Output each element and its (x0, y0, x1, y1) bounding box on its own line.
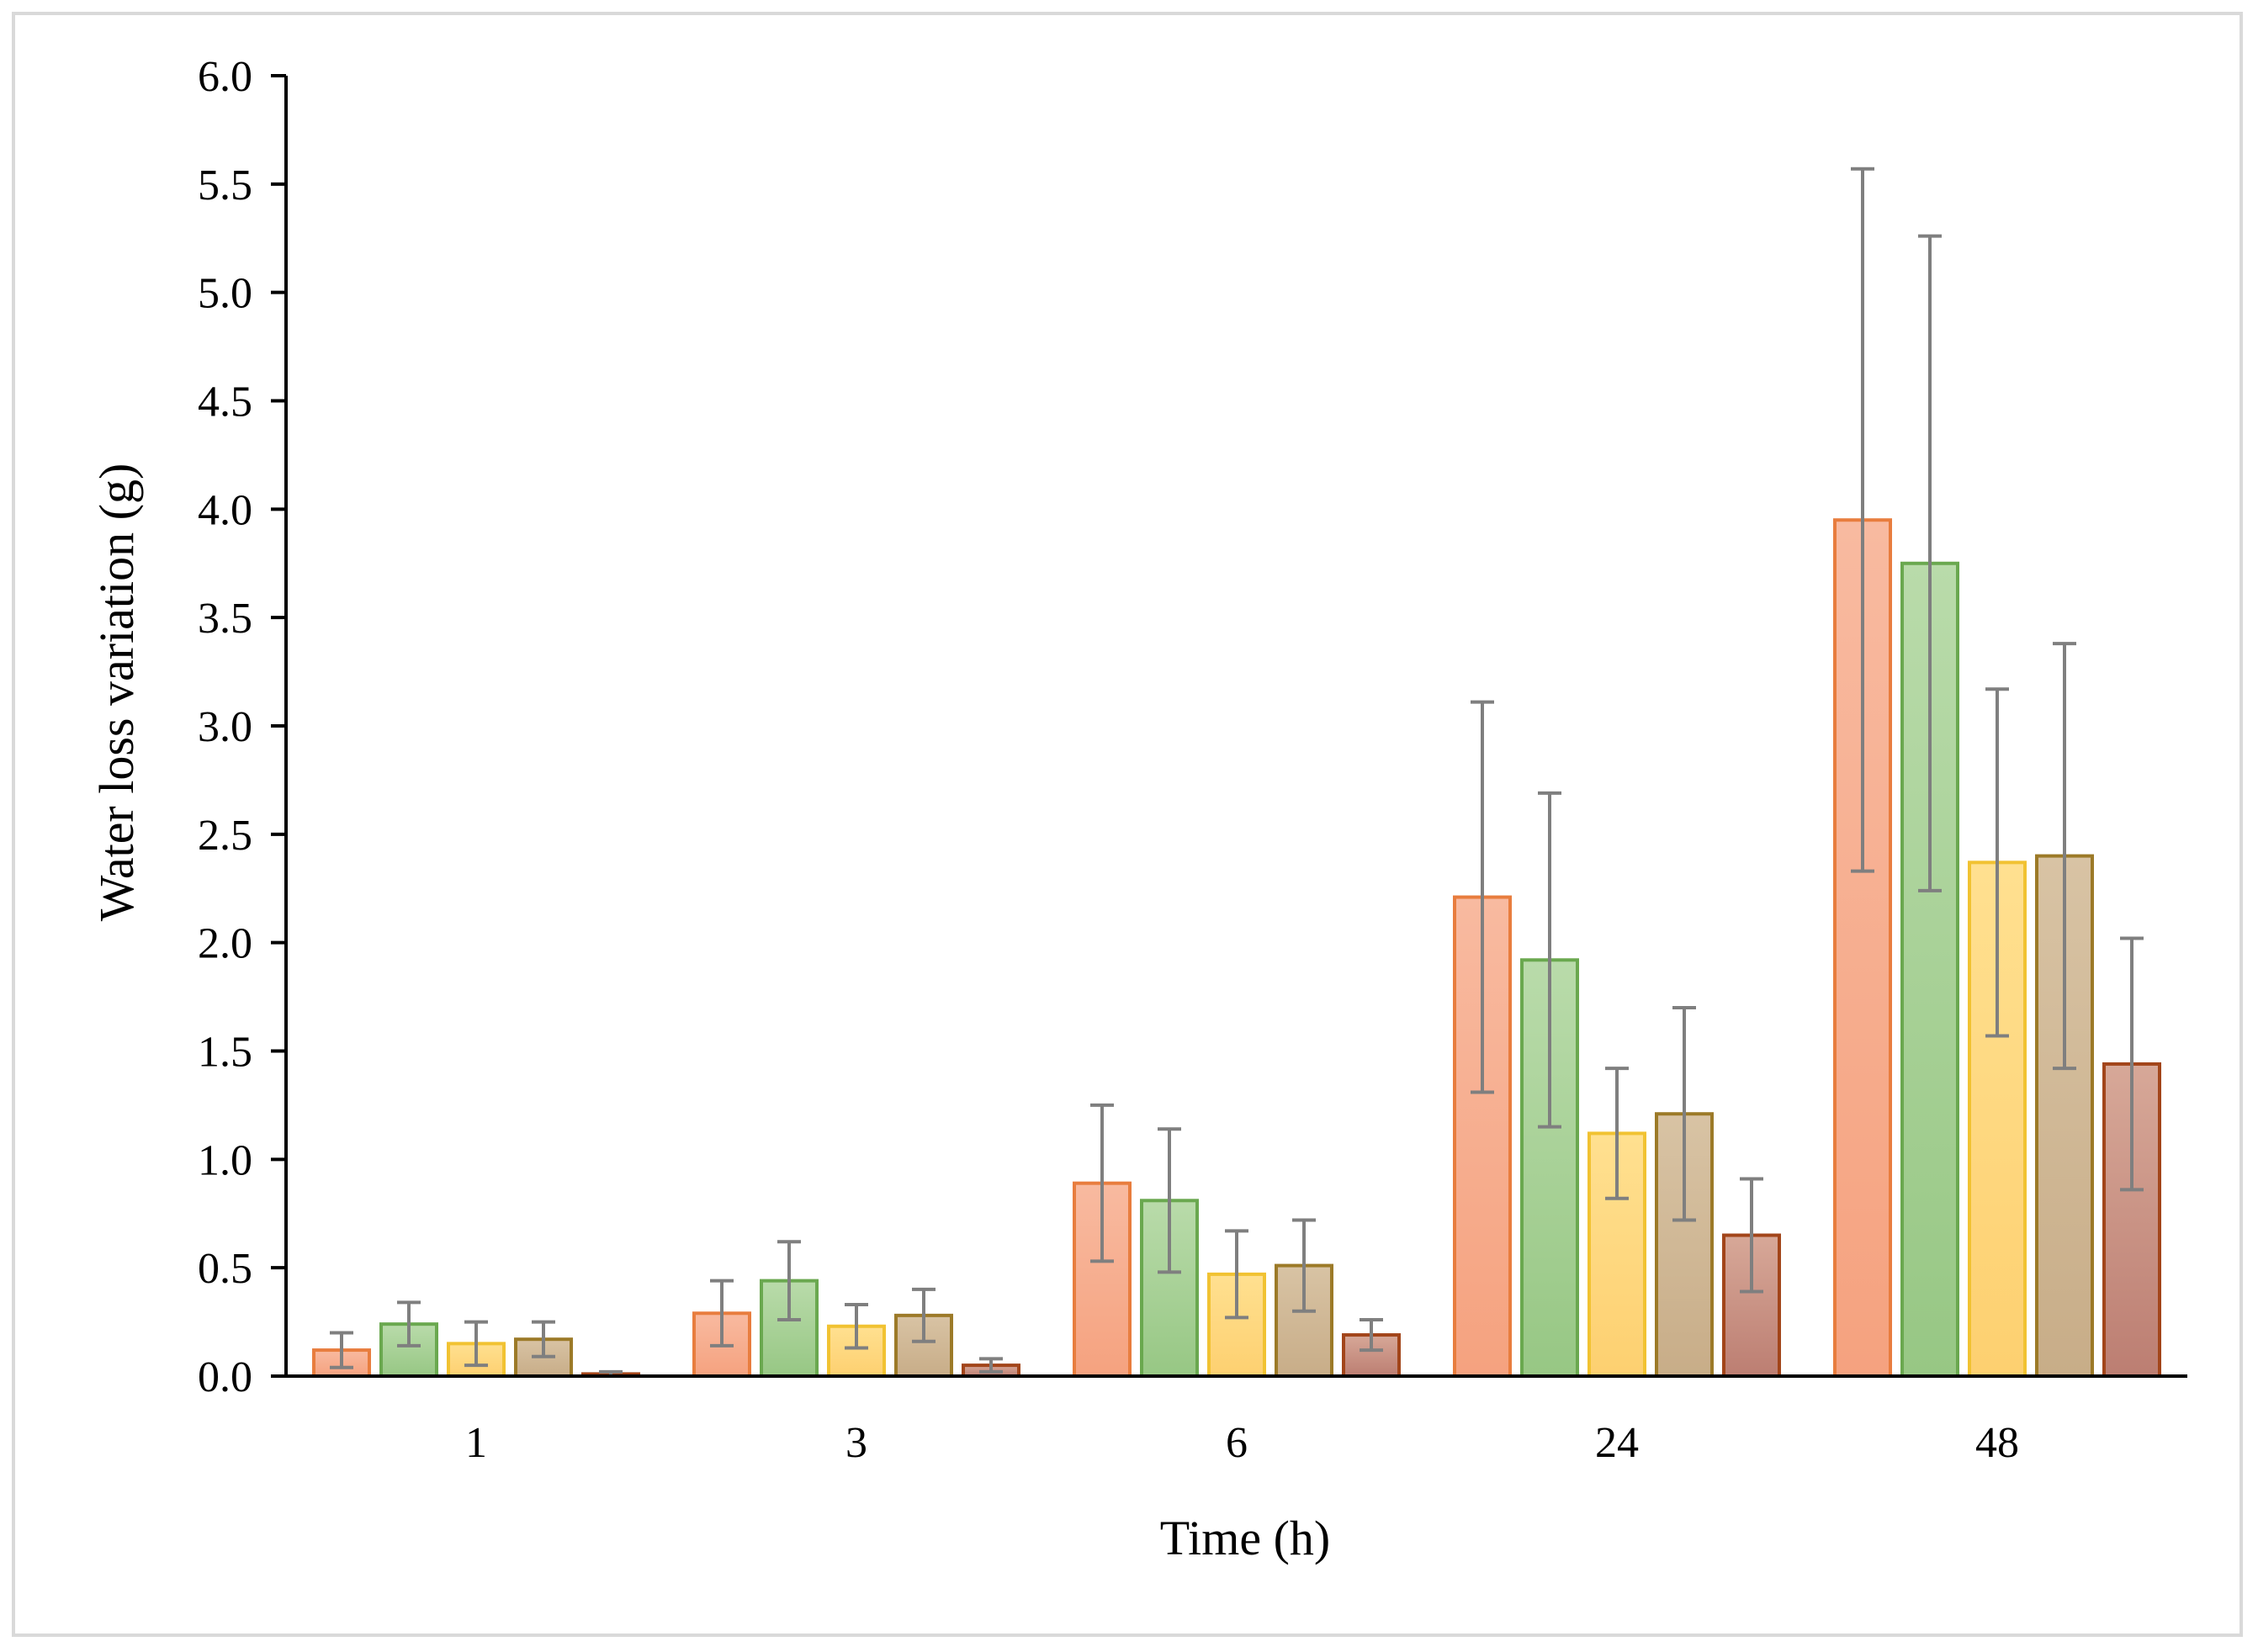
y-axis-title: Water loss variation (g) (89, 463, 144, 922)
error-bar (1672, 1005, 1696, 1222)
error-bar (330, 1331, 353, 1369)
error-bar (1471, 700, 1494, 1094)
error-bar (1292, 1218, 1316, 1313)
error-bar (2053, 642, 2076, 1071)
y-tick-label: 1.5 (198, 1029, 252, 1077)
error-bar (777, 1240, 801, 1322)
error-bar (1090, 1103, 1114, 1263)
y-tick-label: 3.0 (198, 703, 252, 751)
error-bar (979, 1357, 1003, 1374)
x-tick-label: 48 (1975, 1419, 2019, 1467)
y-ticks-layer: 0.0 0.5 1.0 1.5 2.0 2.5 3.0 3.5 4.0 4.5 5.0 5.5 6.0 (198, 53, 286, 1401)
error-bar (1225, 1229, 1248, 1320)
error-bar (710, 1279, 734, 1348)
error-bar (464, 1320, 488, 1368)
x-ticks-layer: 1 3 6 24 48 (465, 1419, 2019, 1467)
error-bar (845, 1302, 868, 1350)
y-tick-label: 0.5 (198, 1245, 252, 1293)
bars-layer (312, 518, 2161, 1379)
y-tick-label: 0.0 (198, 1353, 252, 1401)
y-tick-label: 2.0 (198, 920, 252, 968)
y-tick-label: 5.0 (198, 270, 252, 318)
error-bar (1360, 1318, 1383, 1353)
y-tick-label: 6.0 (198, 53, 252, 101)
x-tick-label: 24 (1595, 1419, 1639, 1467)
x-tick-label: 1 (465, 1419, 487, 1467)
x-tick-label: 3 (845, 1419, 867, 1467)
error-bar (1851, 167, 1874, 873)
x-tick-label: 6 (1226, 1419, 1248, 1467)
y-tick-label: 4.5 (198, 379, 252, 426)
y-tick-label: 5.5 (198, 161, 252, 209)
bar (1275, 1263, 1333, 1378)
error-bar (1605, 1067, 1629, 1200)
y-tick-label: 2.5 (198, 812, 252, 860)
x-axis-title: Time (h) (1160, 1511, 1331, 1565)
y-tick-label: 3.5 (198, 595, 252, 643)
y-tick-label: 4.0 (198, 486, 252, 534)
error-bar (1158, 1127, 1181, 1274)
error-bar (1538, 791, 1561, 1129)
error-bar (397, 1300, 421, 1348)
error-bar (532, 1320, 555, 1358)
y-tick-label: 1.0 (198, 1136, 252, 1184)
error-bar (1985, 687, 2009, 1038)
error-bar (1918, 234, 1942, 892)
error-bar (912, 1287, 936, 1343)
error-bar (1740, 1177, 1763, 1294)
error-bar (2120, 936, 2144, 1192)
